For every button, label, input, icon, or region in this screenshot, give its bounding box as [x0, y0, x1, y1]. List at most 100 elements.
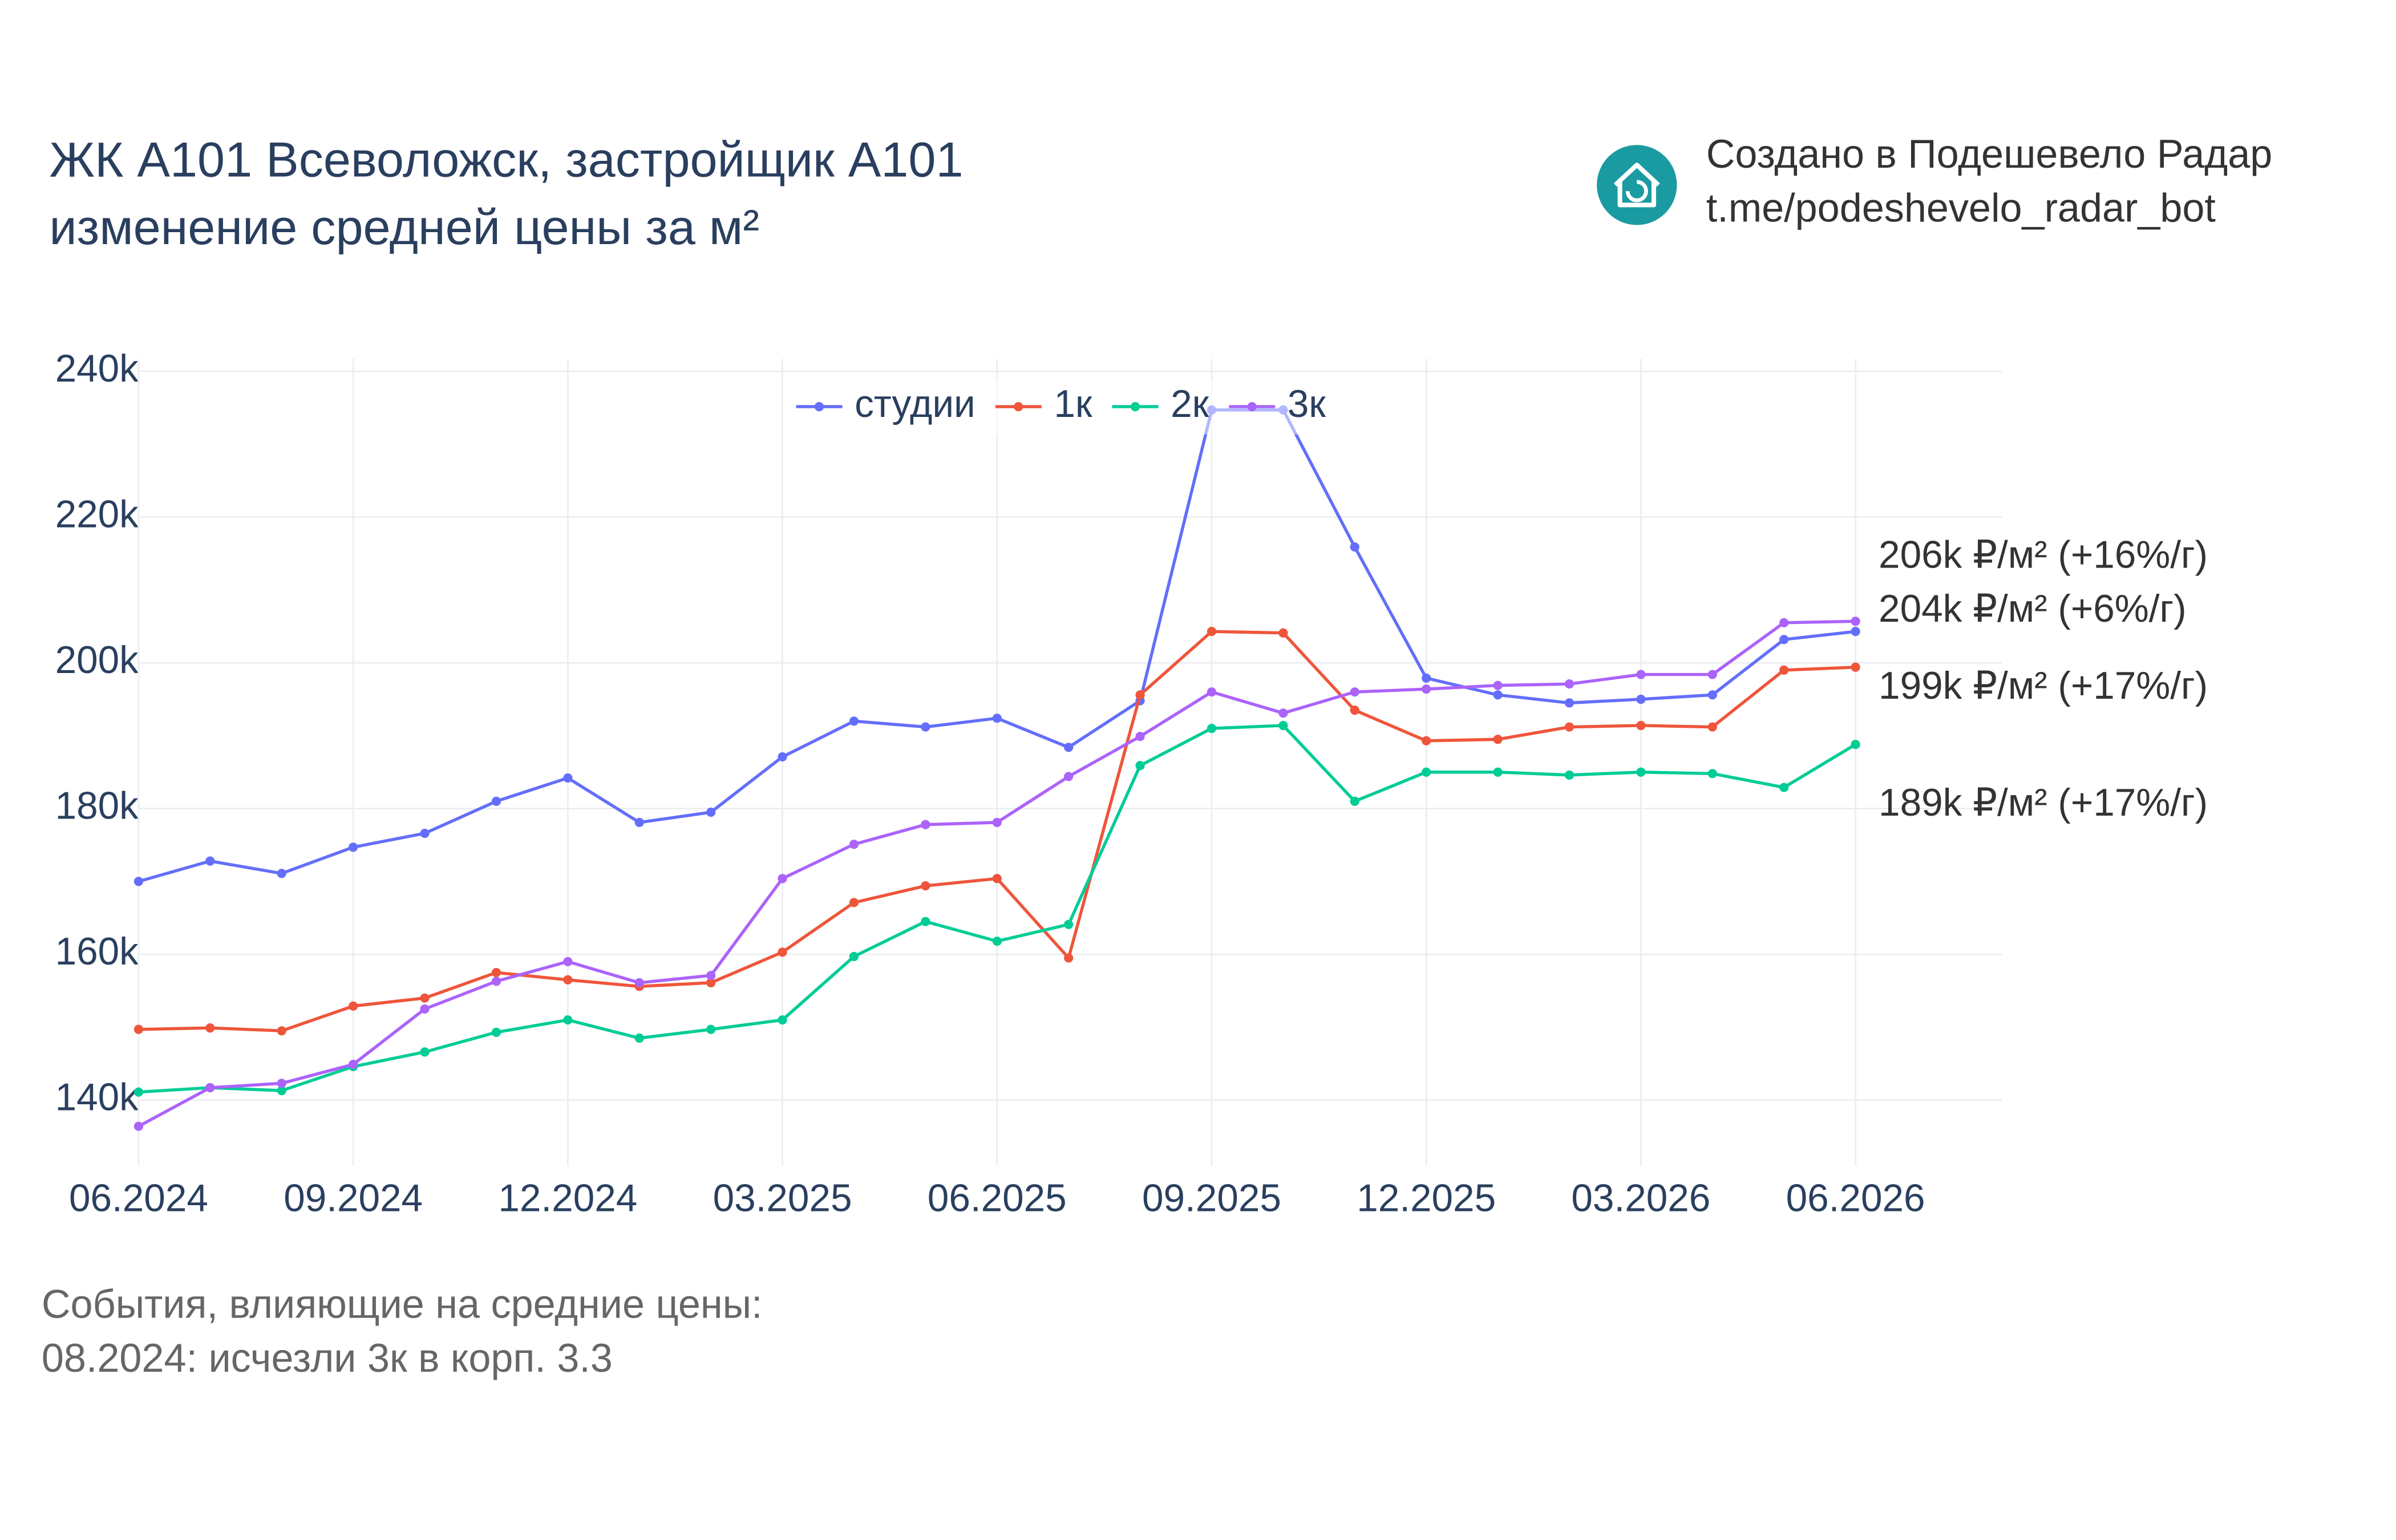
data-point — [133, 1121, 144, 1131]
data-point — [1135, 690, 1145, 700]
data-point — [1422, 767, 1431, 777]
data-point — [1207, 687, 1217, 697]
data-point — [1207, 627, 1217, 637]
legend-label: 3к — [1288, 383, 1326, 425]
data-point — [1707, 690, 1717, 700]
data-point — [706, 978, 716, 988]
data-point — [563, 975, 573, 984]
y-tick-label: 180k — [55, 784, 139, 827]
legend-label: студии — [855, 383, 976, 425]
legend-label: 2к — [1171, 383, 1209, 425]
data-point — [1851, 740, 1860, 749]
data-point — [992, 874, 1002, 884]
data-point — [1278, 708, 1288, 718]
data-point — [1707, 769, 1717, 779]
data-point — [563, 773, 573, 783]
data-point — [1707, 670, 1717, 679]
data-point — [849, 898, 859, 907]
data-point — [1851, 617, 1860, 626]
y-tick-label: 220k — [55, 493, 139, 536]
data-point — [778, 752, 787, 762]
data-point — [634, 817, 644, 828]
legend-marker — [1247, 402, 1257, 412]
data-point — [1064, 919, 1074, 929]
end-label: 204k ₽/м² (+6%/г) — [1879, 587, 2187, 630]
data-point — [1636, 720, 1646, 731]
data-point — [1636, 670, 1646, 679]
x-tick-label: 12.2025 — [1357, 1177, 1496, 1220]
data-point — [849, 840, 859, 849]
data-point — [1564, 698, 1575, 708]
data-point — [277, 1079, 286, 1088]
data-point — [1493, 690, 1503, 700]
x-tick-label: 06.2024 — [69, 1177, 208, 1220]
data-point — [133, 1024, 144, 1034]
data-point — [921, 917, 930, 926]
data-point — [1278, 628, 1288, 638]
end-label: 199k ₽/м² (+17%/г) — [1879, 664, 2208, 707]
data-point — [992, 714, 1002, 723]
y-tick-label: 160k — [55, 930, 139, 973]
legend-marker — [1014, 402, 1023, 412]
legend-marker — [1130, 402, 1140, 412]
end-label: 189k ₽/м² (+17%/г) — [1879, 781, 2208, 824]
y-tick-label: 240k — [55, 347, 139, 390]
data-point — [420, 993, 430, 1003]
data-point — [1422, 736, 1431, 745]
data-point — [1779, 783, 1789, 792]
data-point — [778, 874, 787, 884]
data-point — [349, 1001, 358, 1011]
data-point — [420, 828, 430, 838]
data-point — [1278, 720, 1288, 731]
data-point — [277, 1086, 286, 1096]
data-point — [491, 1027, 501, 1037]
data-point — [921, 722, 930, 732]
data-point — [277, 869, 286, 878]
legend: студии 1к 2к 3к — [785, 379, 1346, 435]
data-point — [1564, 679, 1575, 689]
data-point — [1779, 665, 1789, 675]
legend-marker — [814, 402, 824, 412]
x-tick-label: 06.2026 — [1786, 1177, 1925, 1220]
data-point — [1779, 618, 1789, 627]
data-point — [634, 1034, 644, 1043]
legend-label: 1к — [1054, 383, 1092, 425]
data-point — [133, 877, 144, 886]
data-point — [420, 1004, 430, 1014]
credit-line: t.me/podeshevelo_radar_bot — [1706, 185, 2216, 230]
x-tick-label: 03.2026 — [1571, 1177, 1710, 1220]
data-point — [1779, 635, 1789, 645]
data-point — [1851, 662, 1860, 672]
note-line: 08.2024: исчезли 3к в корп. 3.3 — [42, 1335, 613, 1380]
y-tick-label: 140k — [55, 1076, 139, 1119]
logo — [1597, 145, 1677, 225]
data-point — [1636, 694, 1646, 704]
data-point — [1564, 722, 1575, 732]
data-point — [1350, 796, 1359, 806]
data-point — [349, 1060, 358, 1069]
data-point — [1851, 627, 1860, 637]
data-point — [1493, 767, 1503, 777]
y-tick-label: 200k — [55, 639, 139, 682]
data-point — [1350, 542, 1359, 552]
data-point — [563, 1015, 573, 1025]
data-point — [1135, 761, 1145, 771]
data-point — [706, 971, 716, 980]
data-point — [491, 796, 501, 806]
note-line: События, влияющие на средние цены: — [42, 1282, 763, 1327]
data-point — [563, 957, 573, 967]
data-point — [778, 1015, 787, 1025]
data-point — [1422, 684, 1431, 694]
data-point — [921, 881, 930, 891]
data-point — [1064, 953, 1074, 963]
data-point — [706, 807, 716, 817]
data-point — [205, 1023, 215, 1033]
data-point — [420, 1047, 430, 1057]
x-tick-label: 12.2024 — [498, 1177, 637, 1220]
data-point — [1064, 743, 1074, 752]
data-point — [778, 947, 787, 957]
data-point — [1422, 673, 1431, 683]
data-point — [992, 937, 1002, 946]
